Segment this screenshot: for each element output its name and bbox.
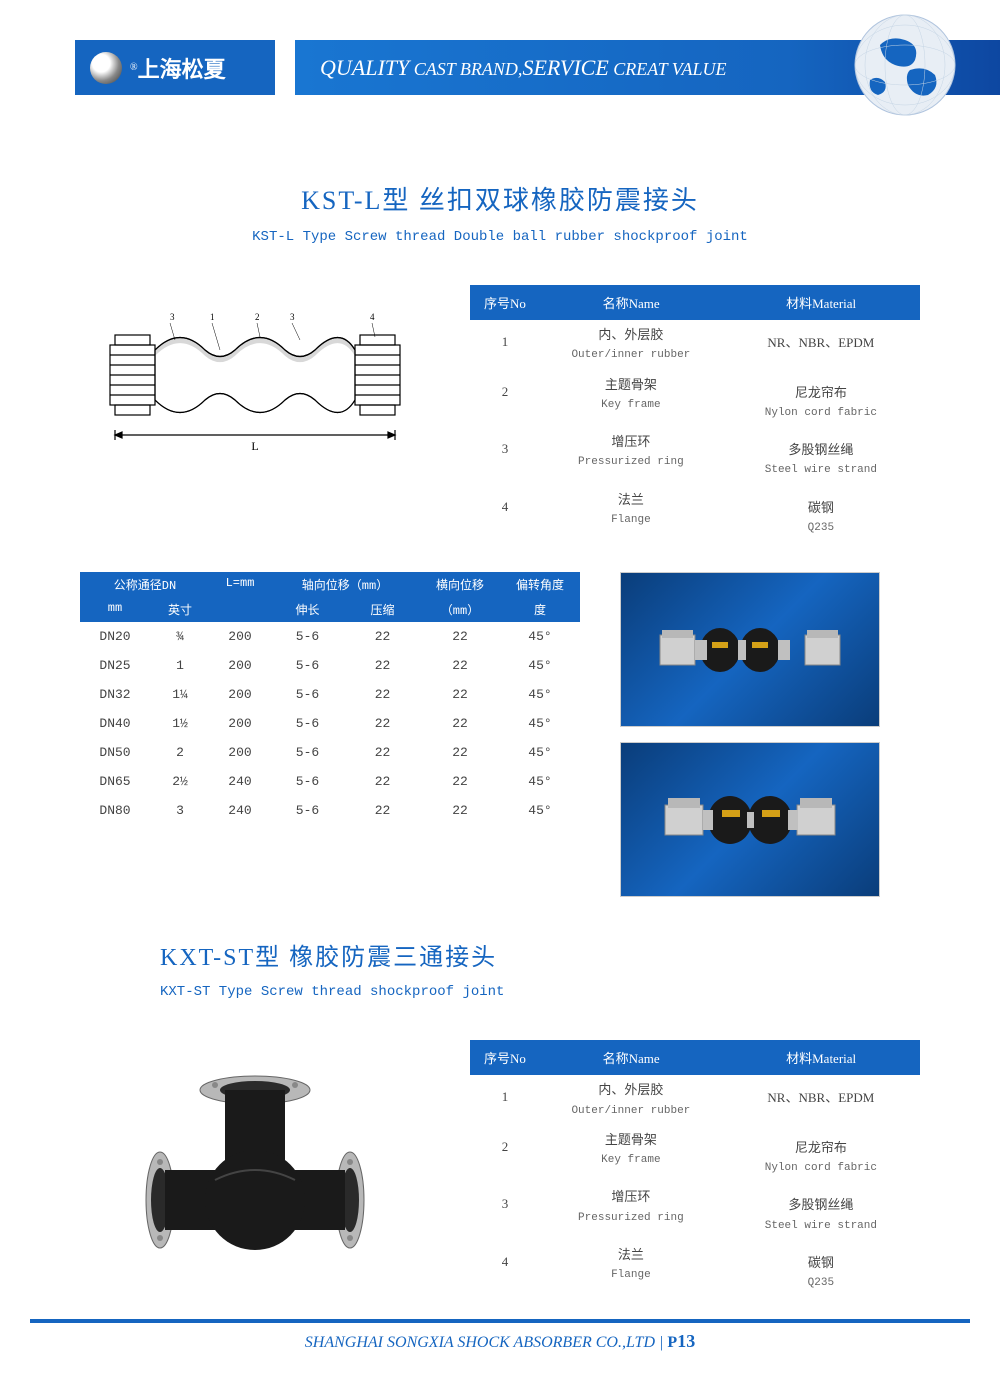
spec-table: 公称通径DN L=mm 轴向位移（mm） 横向位移 偏转角度 mm 英寸 伸长 … [80,572,580,897]
mat-material: 多股钢丝绳Steel wire strand [722,1188,920,1234]
section2-title: KXT-ST型 橡胶防震三通接头 KXT-ST Type Screw threa… [80,937,920,1000]
product-photo-1 [620,572,880,727]
product-photo-2 [620,742,880,897]
section1-title-en: KST-L Type Screw thread Double ball rubb… [80,229,920,245]
logo-sphere-icon [90,52,122,84]
spec-row: DN65 2½ 240 5-6 22 22 45° [80,767,580,796]
mat-name: 内、外层胶Outer/inner rubber [540,1081,722,1119]
material-row: 2 主题骨架Key frame 尼龙帘布Nylon cord fabric [470,370,920,428]
mat-material: 碳钢Q235 [722,491,920,537]
material-row: 3 增压环Pressurized ring 多股钢丝绳Steel wire st… [470,1182,920,1240]
section2-title-en: KXT-ST Type Screw thread shockproof join… [160,984,920,1000]
mat-no: 2 [470,1131,540,1177]
section1-title-cn: KST-L型 丝扣双球橡胶防震接头 [80,180,920,217]
footer-page-num: 13 [677,1331,695,1351]
logo-box: ® 上海松夏 [75,40,275,95]
mat-no: 3 [470,433,540,479]
material-row: 1 内、外层胶Outer/inner rubber NR、NBR、EPDM [470,320,920,370]
mat-name: 法兰Flange [540,491,722,537]
mat-name: 内、外层胶Outer/inner rubber [540,326,722,364]
mat-no: 1 [470,1081,540,1119]
footer-divider [30,1319,970,1323]
spec-row: DN40 1½ 200 5-6 22 22 45° [80,709,580,738]
materials-header-2: 序号No 名称Name 材料Material [470,1040,920,1075]
materials-header: 序号No 名称Name 材料Material [470,285,920,320]
spec-row: DN20 ¾ 200 5-6 22 22 45° [80,622,580,651]
cross-section-diagram: L 3 1 2 3 4 [80,285,430,465]
spec-row: DN50 2 200 5-6 22 22 45° [80,738,580,767]
mat-material: 尼龙帘布Nylon cord fabric [722,1131,920,1177]
mat-no: 2 [470,376,540,422]
col-material: 材料Material [722,285,920,320]
page-footer: SHANGHAI SONGXIA SHOCK ABSORBER CO.,LTD … [0,1309,1000,1352]
svg-text:1: 1 [210,312,215,322]
col-no: 序号No [470,1040,540,1075]
svg-text:4: 4 [370,312,375,322]
spec-row: DN80 3 240 5-6 22 22 45° [80,796,580,825]
mat-material: 碳钢Q235 [722,1246,920,1292]
material-row: 4 法兰Flange 碳钢Q235 [470,1240,920,1298]
col-name: 名称Name [540,1040,722,1075]
mat-material: NR、NBR、EPDM [722,1081,920,1119]
svg-text:3: 3 [290,312,295,322]
mat-no: 4 [470,491,540,537]
col-material: 材料Material [722,1040,920,1075]
slogan-text: QUALITY CAST BRAND,SERVICE CREAT VALUE [320,55,726,81]
footer-page-prefix: P [667,1334,677,1351]
mat-material: 尼龙帘布Nylon cord fabric [722,376,920,422]
svg-text:3: 3 [170,312,175,322]
material-row: 4 法兰Flange 碳钢Q235 [470,485,920,543]
mat-no: 3 [470,1188,540,1234]
svg-text:2: 2 [255,312,260,322]
mat-name: 主题骨架Key frame [540,376,722,422]
section1-title: KST-L型 丝扣双球橡胶防震接头 KST-L Type Screw threa… [80,180,920,245]
spec-row: DN32 1¼ 200 5-6 22 22 45° [80,680,580,709]
page-header: ® 上海松夏 QUALITY CAST BRAND,SERVICE CREAT … [0,20,1000,120]
materials-table-2: 序号No 名称Name 材料Material 1 内、外层胶Outer/inne… [470,1040,920,1297]
material-row: 1 内、外层胶Outer/inner rubber NR、NBR、EPDM [470,1075,920,1125]
material-row: 2 主题骨架Key frame 尼龙帘布Nylon cord fabric [470,1125,920,1183]
globe-icon [850,10,960,120]
materials-table-1: 序号No 名称Name 材料Material 1 内、外层胶Outer/inne… [470,285,920,542]
mat-no: 1 [470,326,540,364]
tee-joint-image [80,1040,430,1300]
product-photos [620,572,920,897]
mat-name: 增压环Pressurized ring [540,433,722,479]
section2-title-cn: KXT-ST型 橡胶防震三通接头 [160,937,920,972]
material-row: 3 增压环Pressurized ring 多股钢丝绳Steel wire st… [470,427,920,485]
mat-name: 增压环Pressurized ring [540,1188,722,1234]
mat-name: 主题骨架Key frame [540,1131,722,1177]
mat-material: 多股钢丝绳Steel wire strand [722,433,920,479]
col-name: 名称Name [540,285,722,320]
registered-mark: ® [130,62,138,73]
brand-name: 上海松夏 [138,52,226,84]
svg-text:L: L [251,439,258,453]
mat-material: NR、NBR、EPDM [722,326,920,364]
col-no: 序号No [470,285,540,320]
mat-no: 4 [470,1246,540,1292]
footer-company: SHANGHAI SONGXIA SHOCK ABSORBER CO.,LTD [305,1334,655,1351]
mat-name: 法兰Flange [540,1246,722,1292]
spec-row: DN25 1 200 5-6 22 22 45° [80,651,580,680]
spec-header: 公称通径DN L=mm 轴向位移（mm） 横向位移 偏转角度 mm 英寸 伸长 … [80,572,580,622]
